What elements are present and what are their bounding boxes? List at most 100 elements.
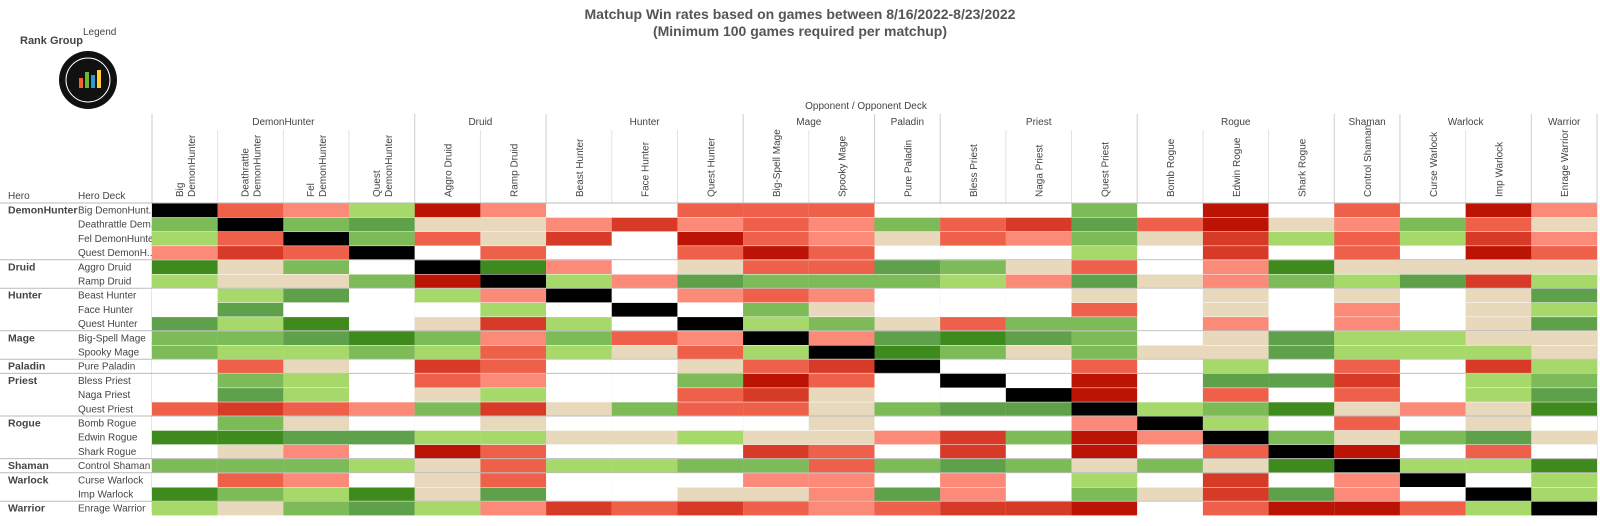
matchup-cell bbox=[1268, 317, 1335, 331]
matchup-cell bbox=[152, 402, 218, 416]
matchup-cell bbox=[1334, 487, 1400, 502]
matchup-cell bbox=[1531, 501, 1597, 516]
matchup-cell bbox=[546, 274, 612, 289]
matchup-cell bbox=[283, 345, 350, 360]
matchup-cell bbox=[1465, 416, 1532, 431]
column-group-label: Warrior bbox=[1548, 117, 1581, 128]
matchup-cell bbox=[480, 274, 547, 289]
row-label: Quest Hunter bbox=[78, 319, 138, 330]
matchup-cell bbox=[152, 416, 218, 431]
column-label: Bless Priest bbox=[969, 144, 980, 197]
column-label: Quest Priest bbox=[1100, 142, 1111, 197]
matchup-cell bbox=[480, 487, 547, 502]
matchup-cell bbox=[283, 416, 350, 431]
matchup-cell bbox=[1531, 302, 1597, 317]
matchup-cell bbox=[480, 444, 547, 459]
matchup-cell bbox=[217, 473, 284, 487]
row-label: Bless Priest bbox=[78, 376, 131, 387]
matchup-cell bbox=[874, 274, 941, 289]
matchup-cell bbox=[414, 345, 481, 360]
matchup-cell bbox=[546, 302, 612, 317]
matchup-cell bbox=[874, 430, 941, 445]
matchup-cell bbox=[743, 217, 809, 232]
column-group-label: Priest bbox=[1026, 117, 1052, 128]
matchup-cell bbox=[940, 487, 1006, 502]
matchup-cell bbox=[611, 302, 678, 317]
column-group-label: DemonHunter bbox=[252, 117, 315, 128]
matchup-cell bbox=[1071, 317, 1138, 331]
matchup-cell bbox=[611, 331, 678, 345]
matchup-cell bbox=[677, 217, 744, 232]
matchup-cell bbox=[1334, 501, 1400, 516]
matchup-cell bbox=[217, 217, 284, 232]
matchup-cell bbox=[743, 231, 809, 246]
legend-label: Legend bbox=[83, 27, 116, 38]
column-label: Deathrattle bbox=[241, 148, 252, 197]
matchup-cell bbox=[1005, 231, 1072, 246]
column-label: Curse Warlock bbox=[1429, 131, 1440, 197]
matchup-cell bbox=[1399, 217, 1466, 232]
matchup-cell bbox=[808, 317, 875, 331]
matchup-cell bbox=[152, 203, 218, 218]
matchup-cell bbox=[480, 231, 547, 246]
matchup-cell bbox=[611, 274, 678, 289]
matchup-cell bbox=[808, 217, 875, 232]
matchup-cell bbox=[1531, 331, 1597, 345]
matchup-cell bbox=[546, 444, 612, 459]
matchup-cell bbox=[1268, 459, 1335, 473]
matchup-cell bbox=[874, 359, 941, 374]
matchup-cell bbox=[743, 288, 809, 303]
matchup-cell bbox=[1137, 388, 1203, 402]
matchup-cell bbox=[546, 416, 612, 431]
matchup-cell bbox=[874, 217, 941, 232]
column-label: Pure Paladin bbox=[903, 140, 914, 197]
matchup-cell bbox=[808, 302, 875, 317]
matchup-cell bbox=[1465, 487, 1532, 502]
matchup-cell bbox=[1005, 288, 1072, 303]
matchup-cell bbox=[283, 302, 350, 317]
matchup-cell bbox=[414, 246, 481, 260]
matchup-cell bbox=[414, 260, 481, 274]
matchup-cell bbox=[217, 331, 284, 345]
matchup-cell bbox=[1071, 359, 1138, 374]
matchup-cell bbox=[874, 487, 941, 502]
column-group-label: Mage bbox=[796, 117, 821, 128]
matchup-cell bbox=[1005, 246, 1072, 260]
matchup-cell bbox=[1531, 317, 1597, 331]
matchup-cell bbox=[1399, 430, 1466, 445]
matchup-cell bbox=[1071, 331, 1138, 345]
matchup-cell bbox=[808, 203, 875, 218]
matchup-cell bbox=[349, 288, 415, 303]
column-label: Naga Priest bbox=[1035, 145, 1046, 197]
matchup-cell bbox=[414, 402, 481, 416]
matchup-cell bbox=[1202, 274, 1269, 289]
matchup-cell bbox=[152, 217, 218, 232]
matchup-cell bbox=[940, 217, 1006, 232]
matchup-cell bbox=[874, 288, 941, 303]
matchup-cell bbox=[1268, 501, 1335, 516]
matchup-cell bbox=[1334, 359, 1400, 374]
matchup-cell bbox=[1137, 487, 1203, 502]
matchup-cell bbox=[1465, 331, 1532, 345]
matchup-cell bbox=[808, 444, 875, 459]
matchup-cell bbox=[874, 373, 941, 388]
matchup-cell bbox=[1334, 274, 1400, 289]
matchup-cell bbox=[677, 260, 744, 274]
matchup-cell bbox=[414, 231, 481, 246]
column-label: Shark Rogue bbox=[1297, 138, 1308, 197]
matchup-cell bbox=[283, 430, 350, 445]
matchup-cell bbox=[283, 246, 350, 260]
matchup-cell bbox=[546, 402, 612, 416]
matchup-cell bbox=[480, 302, 547, 317]
matchup-cell bbox=[1399, 416, 1466, 431]
matchup-cell bbox=[349, 231, 415, 246]
matchup-cell bbox=[874, 203, 941, 218]
matchup-cell bbox=[217, 501, 284, 516]
matchup-cell bbox=[677, 317, 744, 331]
matchup-cell bbox=[349, 473, 415, 487]
matchup-cell bbox=[1202, 260, 1269, 274]
matchup-cell bbox=[743, 459, 809, 473]
matchup-cell bbox=[1465, 473, 1532, 487]
matchup-cell bbox=[808, 246, 875, 260]
matchup-cell bbox=[1465, 302, 1532, 317]
